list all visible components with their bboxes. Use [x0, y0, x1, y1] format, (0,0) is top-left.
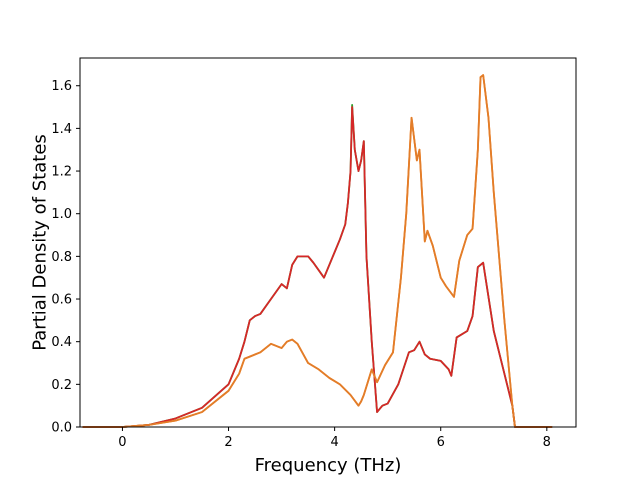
y-tick-label: 1.6	[51, 79, 72, 94]
y-tick-label: 0.6	[51, 293, 72, 308]
x-axis-label: Frequency (THz)	[255, 455, 402, 476]
y-tick-label: 0.4	[51, 335, 72, 350]
y-tick-label: 1.0	[51, 207, 72, 222]
y-tick-label: 1.4	[51, 122, 72, 137]
axes-frame	[79, 57, 577, 428]
y-tick-label: 0.0	[51, 421, 72, 436]
x-tick-label: 2	[224, 435, 232, 450]
x-ticks: 0 2 4 6 8	[118, 427, 551, 450]
y-tick-label: 0.2	[51, 378, 72, 393]
x-tick-label: 0	[118, 435, 126, 450]
x-tick-label: 4	[330, 435, 338, 450]
series-line-4	[82, 74, 553, 428]
x-tick-label: 8	[543, 435, 551, 450]
y-axis-label: Partial Density of States	[29, 134, 50, 351]
y-ticks: 0.0 0.2 0.4 0.6 0.8 1.0 1.2 1.4 1.6	[51, 79, 80, 436]
y-tick-label: 1.2	[51, 165, 72, 180]
series-line-3	[82, 106, 553, 428]
x-tick-label: 6	[437, 435, 445, 450]
y-tick-label: 0.8	[51, 250, 72, 265]
series-layer	[82, 74, 553, 428]
